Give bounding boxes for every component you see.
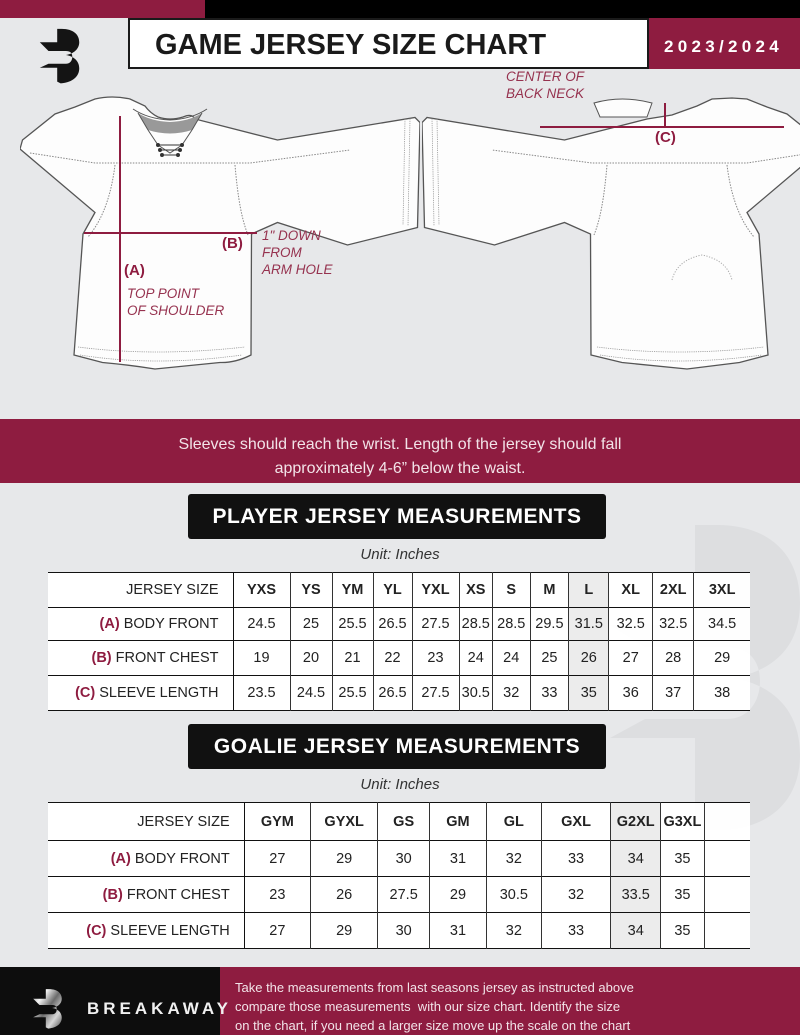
svg-text:(A): (A)	[124, 262, 145, 279]
svg-text:(B): (B)	[222, 235, 243, 252]
svg-text:(C): (C)	[655, 129, 676, 146]
svg-text:1" DOWN: 1" DOWN	[262, 228, 321, 243]
svg-text:CENTER OF: CENTER OF	[506, 69, 585, 84]
svg-text:OF SHOULDER: OF SHOULDER	[127, 303, 225, 318]
svg-text:TOP POINT: TOP POINT	[127, 286, 201, 301]
svg-text:FROM: FROM	[262, 245, 302, 260]
svg-text:ARM HOLE: ARM HOLE	[261, 262, 334, 277]
svg-text:BACK NECK: BACK NECK	[506, 86, 585, 101]
